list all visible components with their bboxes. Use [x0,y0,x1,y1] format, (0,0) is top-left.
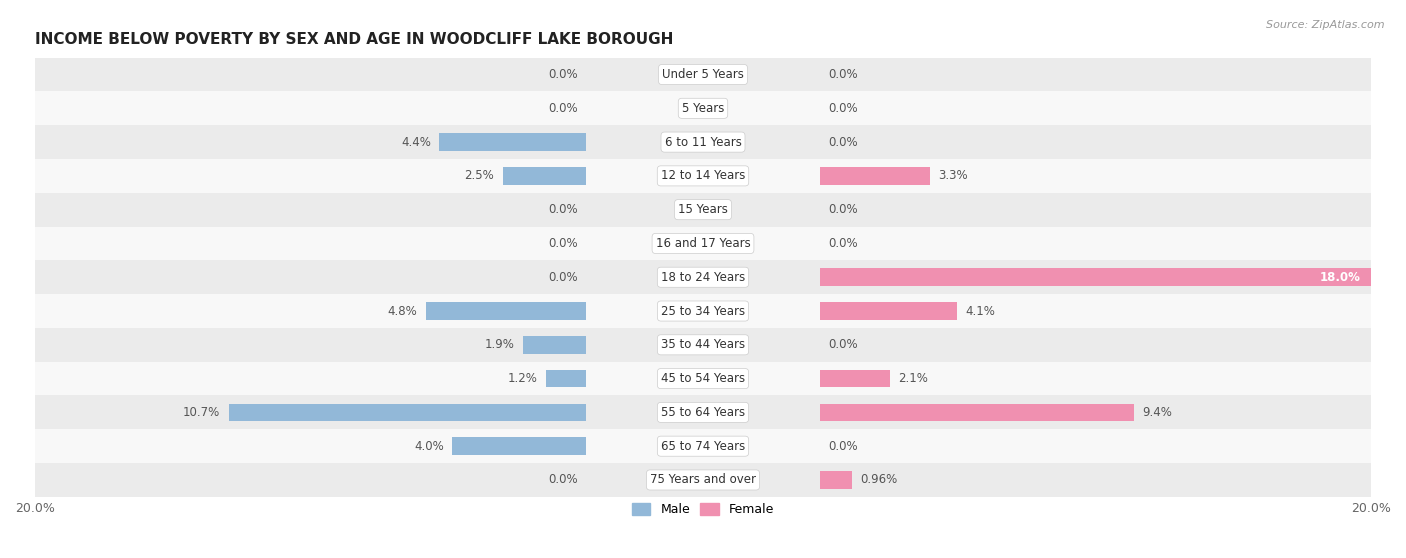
Bar [35,92,1371,125]
Bar [426,302,586,320]
Bar [820,302,957,320]
Bar [35,429,1371,463]
Text: 0.0%: 0.0% [828,338,858,352]
Bar [523,336,586,354]
Bar [35,125,1371,159]
Text: 12 to 14 Years: 12 to 14 Years [661,170,745,182]
Text: 0.0%: 0.0% [828,237,858,250]
Bar [35,57,1371,92]
Text: 0.96%: 0.96% [860,473,897,487]
Text: 0.0%: 0.0% [548,68,578,81]
Text: 0.0%: 0.0% [548,473,578,487]
Text: 18.0%: 18.0% [1320,271,1361,283]
Text: 0.0%: 0.0% [828,136,858,148]
Bar [35,396,1371,429]
Bar [820,370,890,387]
Text: 1.2%: 1.2% [508,372,537,385]
Bar [820,471,852,489]
Text: 4.0%: 4.0% [415,440,444,453]
Text: 65 to 74 Years: 65 to 74 Years [661,440,745,453]
Bar [820,403,1133,421]
Text: Under 5 Years: Under 5 Years [662,68,744,81]
Text: 16 and 17 Years: 16 and 17 Years [655,237,751,250]
Text: 55 to 64 Years: 55 to 64 Years [661,406,745,419]
Text: 4.4%: 4.4% [401,136,430,148]
Bar [35,261,1371,294]
Text: 3.3%: 3.3% [938,170,969,182]
Text: 0.0%: 0.0% [828,203,858,216]
Bar [820,268,1406,286]
Text: 0.0%: 0.0% [828,68,858,81]
Text: 4.1%: 4.1% [965,305,995,318]
Bar [439,133,586,151]
Text: 35 to 44 Years: 35 to 44 Years [661,338,745,352]
Text: 75 Years and over: 75 Years and over [650,473,756,487]
Bar [546,370,586,387]
Text: 0.0%: 0.0% [548,237,578,250]
Bar [229,403,586,421]
Legend: Male, Female: Male, Female [627,498,779,521]
Bar [35,328,1371,362]
Text: 0.0%: 0.0% [548,271,578,283]
Bar [35,463,1371,497]
Text: Source: ZipAtlas.com: Source: ZipAtlas.com [1267,20,1385,30]
Text: 10.7%: 10.7% [183,406,221,419]
Text: 0.0%: 0.0% [548,203,578,216]
Bar [35,159,1371,193]
Bar [35,362,1371,396]
Text: 9.4%: 9.4% [1142,406,1173,419]
Bar [35,227,1371,261]
Text: 0.0%: 0.0% [828,440,858,453]
Text: 25 to 34 Years: 25 to 34 Years [661,305,745,318]
Text: 15 Years: 15 Years [678,203,728,216]
Bar [35,193,1371,227]
Bar [453,437,586,455]
Text: 0.0%: 0.0% [548,102,578,115]
Text: 45 to 54 Years: 45 to 54 Years [661,372,745,385]
Text: 2.1%: 2.1% [898,372,928,385]
Text: 5 Years: 5 Years [682,102,724,115]
Bar [502,167,586,185]
Text: 1.9%: 1.9% [485,338,515,352]
Text: INCOME BELOW POVERTY BY SEX AND AGE IN WOODCLIFF LAKE BOROUGH: INCOME BELOW POVERTY BY SEX AND AGE IN W… [35,32,673,47]
Text: 4.8%: 4.8% [388,305,418,318]
Text: 0.0%: 0.0% [828,102,858,115]
Text: 18 to 24 Years: 18 to 24 Years [661,271,745,283]
Bar [820,167,931,185]
Text: 6 to 11 Years: 6 to 11 Years [665,136,741,148]
Text: 2.5%: 2.5% [464,170,495,182]
Bar [35,294,1371,328]
